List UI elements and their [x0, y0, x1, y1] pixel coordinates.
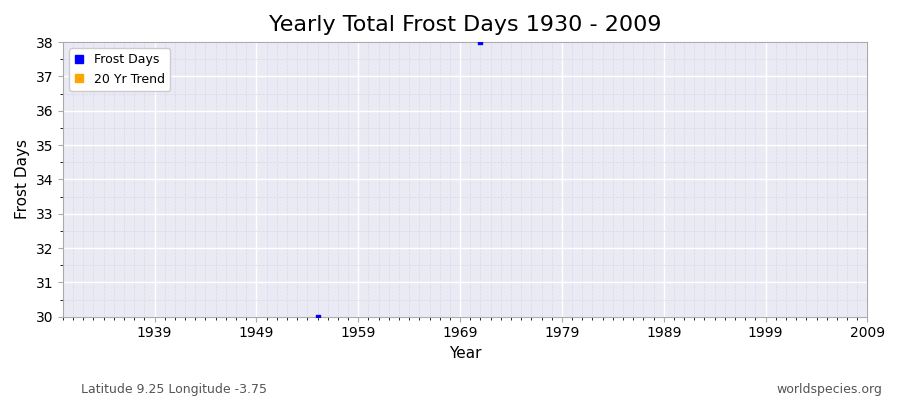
X-axis label: Year: Year	[449, 346, 482, 361]
Point	[473, 39, 488, 45]
Text: worldspecies.org: worldspecies.org	[776, 383, 882, 396]
Text: Latitude 9.25 Longitude -3.75: Latitude 9.25 Longitude -3.75	[81, 383, 267, 396]
Title: Yearly Total Frost Days 1930 - 2009: Yearly Total Frost Days 1930 - 2009	[269, 15, 662, 35]
Point	[310, 314, 325, 320]
Legend: Frost Days, 20 Yr Trend: Frost Days, 20 Yr Trend	[69, 48, 170, 91]
Y-axis label: Frost Days: Frost Days	[15, 140, 30, 220]
